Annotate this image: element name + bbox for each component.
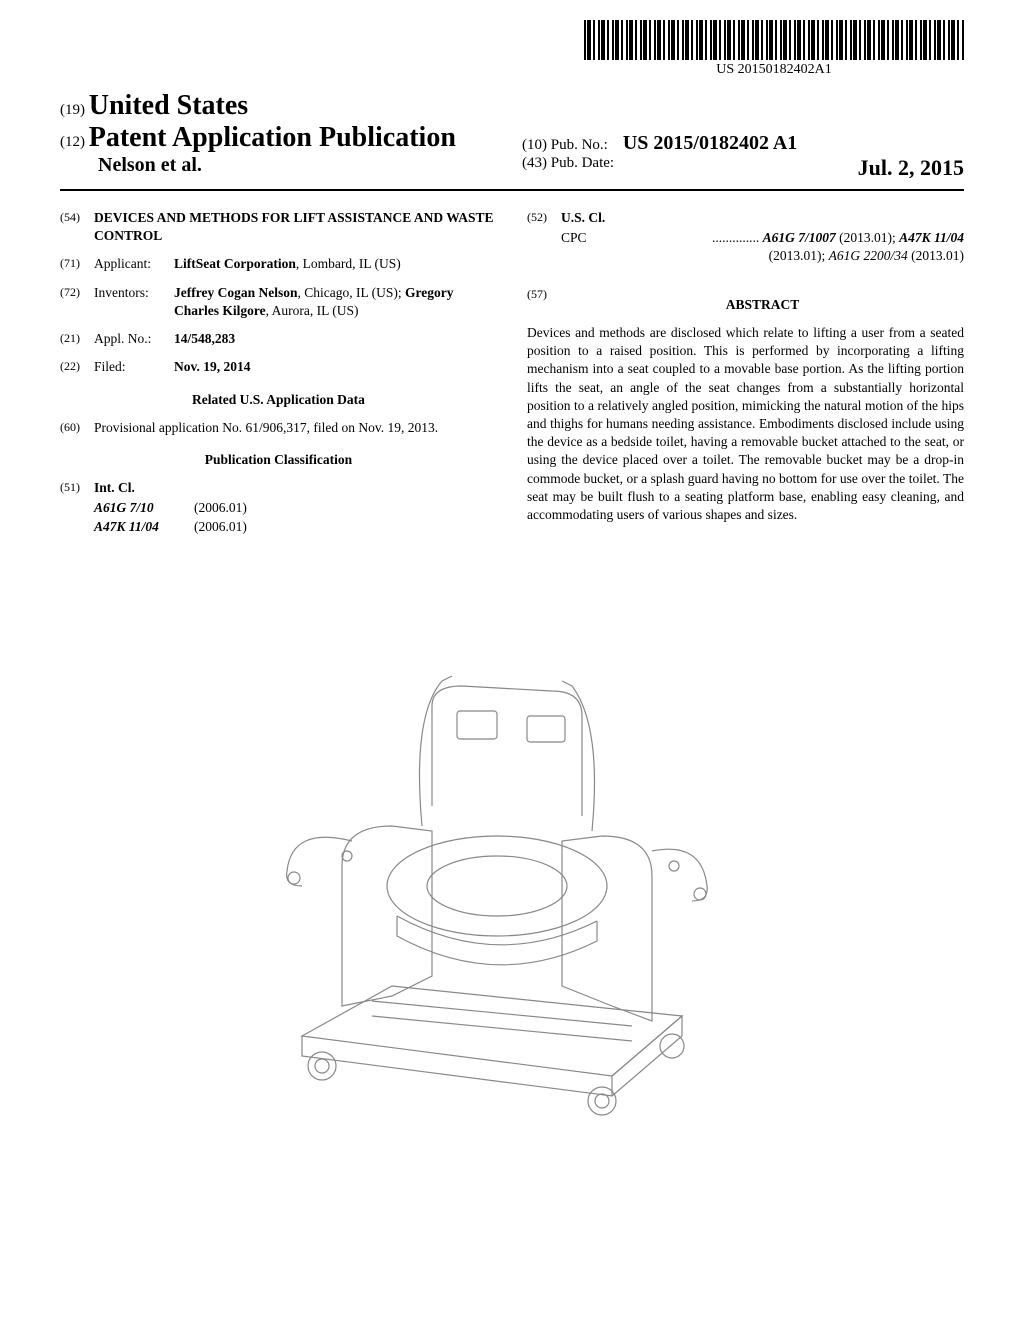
pub-date-code: (43) <box>522 155 547 171</box>
pub-type-line: (12) Patent Application Publication <box>60 122 502 154</box>
header-right: (10) Pub. No.: US 2015/0182402 A1 (43) P… <box>502 90 964 181</box>
applicant-label: Applicant: <box>94 255 174 273</box>
inventors-code: (72) <box>60 284 94 320</box>
abstract-code: (57) <box>527 286 561 324</box>
content-columns: (54) DEVICES AND METHODS FOR LIFT ASSIST… <box>60 209 964 536</box>
applno-value: 14/548,283 <box>174 330 497 348</box>
cpc-line1: CPC .............. A61G 7/1007 (2013.01)… <box>561 229 964 247</box>
applno-code: (21) <box>60 330 94 348</box>
provisional-text: Provisional application No. 61/906,317, … <box>94 419 497 437</box>
intcl-1-year: (2006.01) <box>194 518 247 536</box>
pub-date-label: Pub. Date: <box>551 155 614 171</box>
filed-row: (22) Filed: Nov. 19, 2014 <box>60 358 497 376</box>
cpc-1b: (2013.01); <box>836 230 899 245</box>
intcl-label: Int. Cl. <box>94 479 497 497</box>
barcode-graphic <box>584 20 964 60</box>
inventor-1-loc: , Aurora, IL (US) <box>266 303 359 318</box>
intcl-0-code: A61G 7/10 <box>94 499 194 517</box>
uscl-row: (52) U.S. Cl. <box>527 209 964 227</box>
pub-no-line: (10) Pub. No.: US 2015/0182402 A1 <box>522 132 964 155</box>
inventor-0-name: Jeffrey Cogan Nelson <box>174 285 297 300</box>
applicant-row: (71) Applicant: LiftSeat Corporation, Lo… <box>60 255 497 273</box>
cpc-2c: (2013.01) <box>908 248 964 263</box>
applno-row: (21) Appl. No.: 14/548,283 <box>60 330 497 348</box>
cpc-1c: A47K 11/04 <box>899 230 964 245</box>
barcode-doc-number: US 20150182402A1 <box>584 62 964 78</box>
related-heading: Related U.S. Application Data <box>60 391 497 409</box>
applicant-location: , Lombard, IL (US) <box>296 256 401 271</box>
filed-value: Nov. 19, 2014 <box>174 358 497 376</box>
intcl-0-year: (2006.01) <box>194 499 247 517</box>
cpc-1a: A61G 7/1007 <box>763 230 836 245</box>
authors: Nelson et al. <box>60 154 502 177</box>
applicant-code: (71) <box>60 255 94 273</box>
filed-label: Filed: <box>94 358 174 376</box>
cpc-2b: A61G 2200/34 <box>829 248 908 263</box>
title-code: (54) <box>60 209 94 245</box>
title-row: (54) DEVICES AND METHODS FOR LIFT ASSIST… <box>60 209 497 245</box>
country-code: (19) <box>60 102 85 118</box>
intcl-table: A61G 7/10 (2006.01) A47K 11/04 (2006.01) <box>94 499 497 535</box>
filed-code: (22) <box>60 358 94 376</box>
country-line: (19) United States <box>60 90 502 122</box>
title-text: DEVICES AND METHODS FOR LIFT ASSISTANCE … <box>94 209 497 245</box>
intcl-code: (51) <box>60 479 94 497</box>
header-block: (19) United States (12) Patent Applicati… <box>60 90 964 191</box>
intcl-row: (51) Int. Cl. <box>60 479 497 497</box>
pub-no-code: (10) <box>522 137 547 153</box>
inventors-label: Inventors: <box>94 284 174 320</box>
pub-type: Patent Application Publication <box>89 122 456 153</box>
provisional-code: (60) <box>60 419 94 437</box>
abstract-text: Devices and methods are disclosed which … <box>527 324 964 524</box>
inventors-content: Jeffrey Cogan Nelson, Chicago, IL (US); … <box>174 284 497 320</box>
cpc-dots: .............. <box>712 230 763 245</box>
applicant-name: LiftSeat Corporation <box>174 256 296 271</box>
abstract-heading: ABSTRACT <box>561 296 964 314</box>
pub-type-code: (12) <box>60 134 85 150</box>
left-column: (54) DEVICES AND METHODS FOR LIFT ASSIST… <box>60 209 497 536</box>
intcl-entry-1: A47K 11/04 (2006.01) <box>94 518 497 536</box>
uscl-code: (52) <box>527 209 561 227</box>
provisional-row: (60) Provisional application No. 61/906,… <box>60 419 497 437</box>
inventors-row: (72) Inventors: Jeffrey Cogan Nelson, Ch… <box>60 284 497 320</box>
figure-area <box>60 576 964 1141</box>
header-left: (19) United States (12) Patent Applicati… <box>60 90 502 181</box>
country-name: United States <box>89 90 248 121</box>
applicant-content: LiftSeat Corporation, Lombard, IL (US) <box>174 255 497 273</box>
uscl-label: U.S. Cl. <box>561 209 964 227</box>
pub-date-line: (43) Pub. Date: Jul. 2, 2015 <box>522 155 964 172</box>
applno-label: Appl. No.: <box>94 330 174 348</box>
abstract-header-row: (57) ABSTRACT <box>527 286 964 324</box>
cpc-label: CPC <box>561 229 587 247</box>
pub-date-value: Jul. 2, 2015 <box>858 155 964 181</box>
inventor-0-loc: , Chicago, IL (US); <box>297 285 404 300</box>
pubclass-heading: Publication Classification <box>60 451 497 469</box>
right-column: (52) U.S. Cl. CPC .............. A61G 7/… <box>527 209 964 536</box>
cpc-line2: (2013.01); A61G 2200/34 (2013.01) <box>561 247 964 265</box>
pub-no-label: Pub. No.: <box>551 137 608 153</box>
barcode-area: US 20150182402A1 <box>584 20 964 78</box>
chair-drawing-icon <box>232 576 792 1136</box>
cpc-2a: (2013.01); <box>769 248 829 263</box>
patent-figure <box>232 576 792 1136</box>
intcl-1-code: A47K 11/04 <box>94 518 194 536</box>
intcl-entry-0: A61G 7/10 (2006.01) <box>94 499 497 517</box>
pub-no-value: US 2015/0182402 A1 <box>623 132 797 154</box>
